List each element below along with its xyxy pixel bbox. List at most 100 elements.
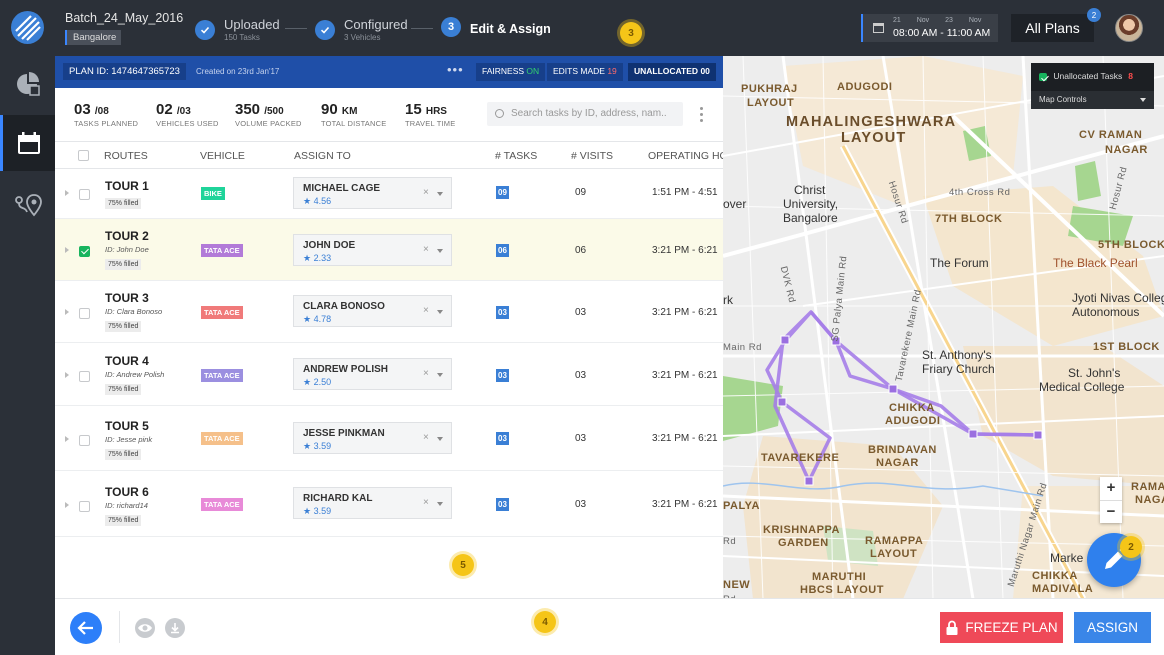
- expand-caret-icon[interactable]: [65, 309, 69, 315]
- chevron-down-icon[interactable]: [437, 373, 443, 377]
- table-row[interactable]: TOUR 6 ID: richard14 75% filled TATA ACE…: [55, 471, 723, 537]
- download-button[interactable]: [165, 618, 185, 638]
- table-row[interactable]: TOUR 5 ID: Jesse pink 75% filled TATA AC…: [55, 406, 723, 471]
- clear-icon[interactable]: ×: [423, 187, 429, 198]
- route-map[interactable]: PUKHRAJ LAYOUT ADUGODI MAHALINGESHWARA L…: [723, 56, 1164, 599]
- unallocated-badge[interactable]: UNALLOCATED 00: [628, 63, 716, 81]
- map-label: Main Rd: [723, 342, 762, 353]
- assignee-select[interactable]: JESSE PINKMAN ★ 3.59 ×: [293, 422, 452, 454]
- table-row[interactable]: TOUR 1 75% filled BIKE MICHAEL CAGE ★ 4.…: [55, 169, 723, 219]
- chevron-down-icon[interactable]: [437, 249, 443, 253]
- clear-icon[interactable]: ×: [423, 432, 429, 443]
- hint-marker[interactable]: 2: [1120, 536, 1142, 558]
- unallocated-checkbox[interactable]: [1039, 72, 1047, 81]
- download-icon: [171, 623, 179, 634]
- unallocated-tasks-toggle[interactable]: Unallocated Tasks 8: [1039, 71, 1133, 81]
- tasks-count[interactable]: 03: [496, 498, 509, 511]
- vehicle-badge: TATA ACE: [201, 306, 243, 319]
- unallocated-label: UNALLOCATED: [634, 66, 699, 76]
- task-search-input[interactable]: Search tasks by ID, address, nam..: [487, 102, 683, 126]
- eye-icon: [138, 624, 152, 632]
- preview-button[interactable]: [135, 618, 155, 638]
- assignee-select[interactable]: RICHARD KAL ★ 3.59 ×: [293, 487, 452, 519]
- expand-caret-icon[interactable]: [65, 436, 69, 442]
- col-assign-to[interactable]: ASSIGN TO: [294, 150, 351, 162]
- assignee-select[interactable]: MICHAEL CAGE ★ 4.56 ×: [293, 177, 452, 209]
- assignee-name: CLARA BONOSO: [303, 301, 385, 312]
- row-checkbox[interactable]: [79, 246, 90, 257]
- tasks-count[interactable]: 03: [496, 306, 509, 319]
- map-label: Rd: [723, 594, 736, 599]
- row-checkbox[interactable]: [79, 308, 90, 319]
- table-row[interactable]: TOUR 4 ID: Andrew Polish 75% filled TATA…: [55, 343, 723, 406]
- app-logo[interactable]: [11, 11, 44, 44]
- assign-button[interactable]: ASSIGN: [1074, 612, 1151, 643]
- operating-hours: 1:51 PM - 4:51: [652, 187, 718, 198]
- row-checkbox[interactable]: [79, 501, 90, 512]
- expand-caret-icon[interactable]: [65, 372, 69, 378]
- stat-travel-time: 15 HRS TRAVEL TIME: [405, 101, 455, 128]
- expand-caret-icon[interactable]: [65, 502, 69, 508]
- check-icon: [315, 19, 335, 40]
- map-controls-dropdown[interactable]: Map Controls: [1031, 91, 1154, 109]
- nav-analytics[interactable]: [0, 56, 55, 112]
- table-row[interactable]: TOUR 3 ID: Clara Bonoso 75% filled TATA …: [55, 281, 723, 343]
- clear-icon[interactable]: ×: [423, 305, 429, 316]
- row-checkbox[interactable]: [79, 371, 90, 382]
- assignee-select[interactable]: CLARA BONOSO ★ 4.78 ×: [293, 295, 452, 327]
- plan-header: PLAN ID: 1474647365723 Created on 23rd J…: [55, 56, 723, 88]
- map-label: RAMAN: [1131, 481, 1164, 493]
- stat-value: 02: [156, 101, 173, 118]
- select-all-checkbox[interactable]: [78, 150, 89, 161]
- vehicle-badge: TATA ACE: [201, 369, 243, 382]
- clear-icon[interactable]: ×: [423, 244, 429, 255]
- zoom-controls: + −: [1100, 477, 1122, 523]
- row-checkbox[interactable]: [79, 189, 90, 200]
- chevron-down-icon[interactable]: [437, 310, 443, 314]
- step-edit-assign[interactable]: 3 Edit & Assign: [441, 17, 551, 37]
- visits-count: 03: [575, 433, 587, 444]
- date-range-picker[interactable]: 21 Nov 23 Nov 08:00 AM - 11:00 AM: [861, 14, 998, 42]
- col-operating-hours[interactable]: OPERATING HO: [648, 150, 728, 162]
- nav-planner[interactable]: [0, 115, 55, 171]
- back-button[interactable]: [70, 612, 102, 644]
- clear-icon[interactable]: ×: [423, 368, 429, 379]
- row-checkbox[interactable]: [79, 435, 90, 446]
- step-configured[interactable]: Configured 3 Vehicles: [315, 17, 408, 42]
- clear-icon[interactable]: ×: [423, 497, 429, 508]
- fairness-toggle[interactable]: FAIRNESS ON: [476, 63, 546, 81]
- tour-name: TOUR 1: [105, 179, 149, 193]
- col-vehicle[interactable]: VEHICLE: [200, 150, 245, 162]
- step-uploaded[interactable]: Uploaded 150 Tasks: [195, 17, 280, 42]
- tasks-count[interactable]: 09: [496, 186, 509, 199]
- kebab-menu-icon[interactable]: [700, 107, 703, 125]
- zoom-out-button[interactable]: −: [1100, 500, 1122, 523]
- assignee-select[interactable]: ANDREW POLISH ★ 2.50 ×: [293, 358, 452, 390]
- col-tasks[interactable]: # TASKS: [495, 150, 538, 162]
- map-label: CHIKKA: [889, 402, 935, 414]
- freeze-plan-button[interactable]: FREEZE PLAN: [940, 612, 1063, 643]
- zoom-in-button[interactable]: +: [1106, 479, 1116, 496]
- chevron-down-icon[interactable]: [437, 192, 443, 196]
- tasks-count[interactable]: 03: [496, 369, 509, 382]
- user-avatar[interactable]: [1115, 14, 1143, 42]
- tasks-count[interactable]: 03: [496, 432, 509, 445]
- chevron-down-icon[interactable]: [437, 437, 443, 441]
- expand-caret-icon[interactable]: [65, 247, 69, 253]
- tour-name: TOUR 2: [105, 229, 149, 243]
- step-connector: [411, 28, 433, 29]
- more-options-icon[interactable]: •••: [447, 62, 464, 77]
- all-plans-button[interactable]: All Plans 2: [1011, 8, 1101, 42]
- hint-marker[interactable]: 3: [620, 22, 642, 44]
- map-label: The Black Pearl: [1053, 256, 1138, 270]
- assignee-select[interactable]: JOHN DOE ★ 2.33 ×: [293, 234, 452, 266]
- hint-marker[interactable]: 5: [452, 554, 474, 576]
- col-visits[interactable]: # VISITS: [571, 150, 614, 162]
- nav-locations[interactable]: [0, 177, 55, 233]
- table-row[interactable]: TOUR 2 ID: John Doe 75% filled TATA ACE …: [55, 219, 723, 281]
- expand-caret-icon[interactable]: [65, 190, 69, 196]
- hint-marker[interactable]: 4: [534, 611, 556, 633]
- col-routes[interactable]: ROUTES: [104, 150, 148, 162]
- chevron-down-icon[interactable]: [437, 502, 443, 506]
- tasks-count[interactable]: 06: [496, 244, 509, 257]
